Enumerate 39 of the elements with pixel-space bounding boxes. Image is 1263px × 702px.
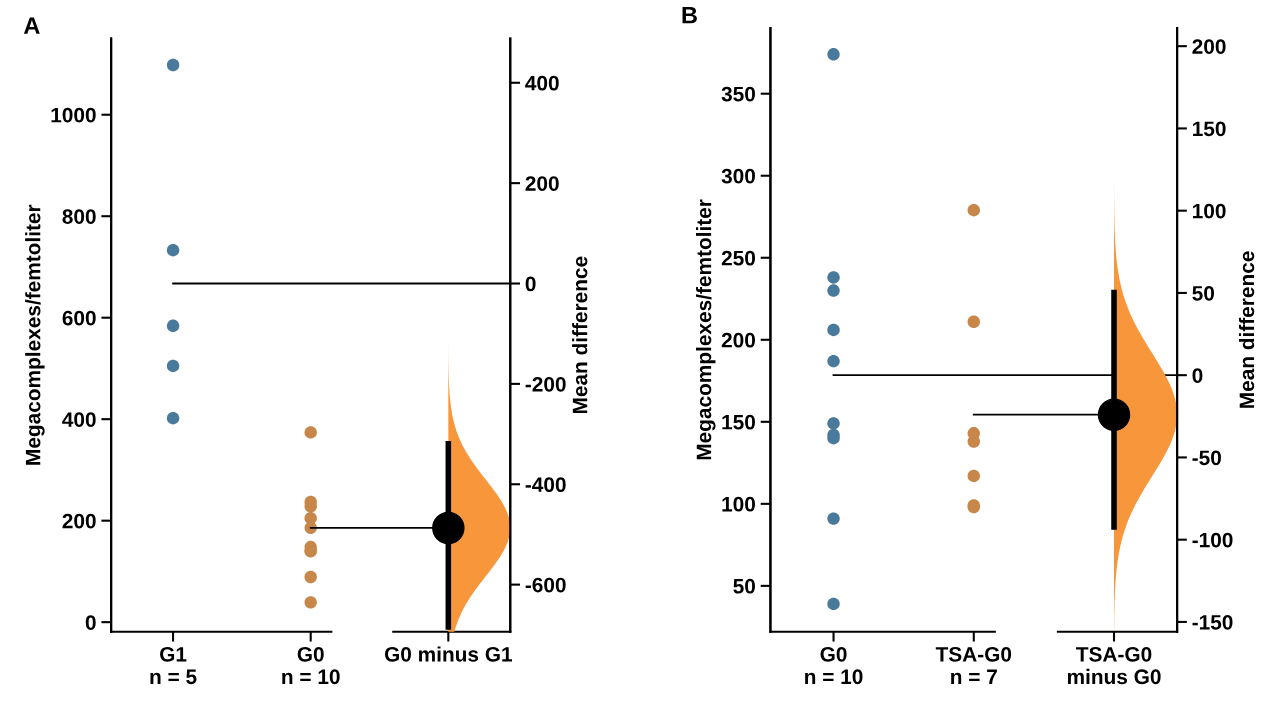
y-tick-label: 200 (721, 332, 755, 348)
y-axis-title: Megacomplexes/femtoliter (696, 199, 716, 460)
y2-tick-label: 400 (525, 75, 559, 91)
y2-tick-label: -600 (525, 577, 566, 593)
y-axis-title: Megacomplexes/femtoliter (25, 204, 45, 465)
y2-tick-label: 0 (525, 276, 536, 292)
y-tick-label: 0 (85, 615, 96, 630)
y-tick-label: 100 (722, 496, 755, 512)
y2-axis-title: Mean difference (572, 256, 588, 414)
y-tick-label: 300 (721, 168, 755, 184)
x-tick-label: G1 n = 5 (150, 646, 197, 685)
y-tick-label: 600 (62, 310, 96, 326)
x-tick-label: TSA-G0 n = 7 (935, 646, 1012, 684)
y2-tick-label: 150 (1193, 121, 1226, 137)
y2-tick-label: -50 (1192, 450, 1221, 466)
y2-axis-title: Mean difference (1238, 251, 1255, 408)
y-tick-label: 50 (733, 578, 755, 594)
y-tick-label: 250 (721, 250, 755, 266)
chart-title: A (23, 17, 40, 34)
x-tick-label: TSA-G0 minus G0 (1067, 646, 1161, 685)
y2-tick-label: 200 (525, 176, 559, 191)
y2-tick-label: -400 (525, 477, 566, 493)
y2-tick-label: 100 (1193, 203, 1226, 219)
y-tick-label: 350 (721, 86, 755, 102)
x-tick-label: G0 n = 10 (282, 646, 340, 685)
x-tick-label: G0 minus G1 (384, 646, 512, 662)
y2-tick-label: -150 (1192, 614, 1233, 630)
chart-title: B (682, 6, 697, 24)
x-tick-label: G0 n = 10 (805, 646, 863, 685)
y2-tick-label: -100 (1192, 532, 1233, 548)
y-tick-label: 150 (722, 414, 755, 430)
y2-tick-label: 200 (1192, 39, 1226, 54)
y-tick-label: 400 (62, 412, 96, 427)
y-tick-label: 1000 (51, 107, 96, 123)
y2-tick-label: 50 (1192, 285, 1215, 301)
y2-tick-label: -200 (525, 376, 566, 392)
y-tick-label: 200 (62, 513, 96, 529)
y-tick-label: 800 (62, 209, 96, 224)
y2-tick-label: 0 (1192, 368, 1203, 383)
